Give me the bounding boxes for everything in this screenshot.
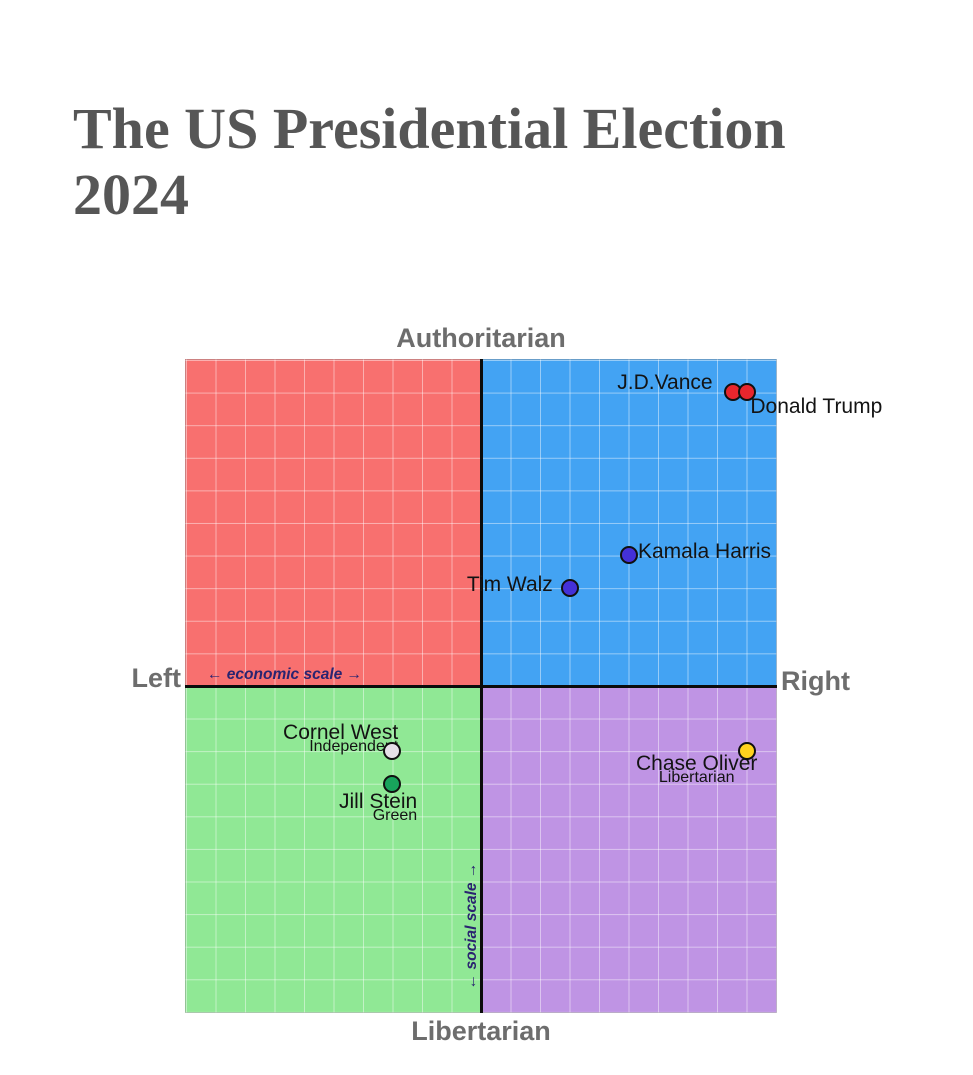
stein-name: Jill Stein bbox=[338, 790, 418, 814]
harris-name: Kamala Harris bbox=[638, 540, 772, 564]
stein-label: Jill Stein Green bbox=[339, 791, 417, 824]
trump-name: Donald Trump bbox=[750, 394, 883, 418]
west-dot bbox=[383, 742, 402, 761]
stein-party: Green bbox=[372, 807, 418, 825]
harris-label: Kamala Harris bbox=[638, 541, 771, 563]
vance-name: J.D.Vance bbox=[617, 370, 713, 394]
economic-axis-line bbox=[185, 684, 777, 688]
oliver-party: Libertarian bbox=[658, 769, 735, 787]
quadrant-libertarian-right bbox=[481, 686, 777, 1013]
walz-label: Tim Walz bbox=[466, 572, 553, 596]
harris-dot bbox=[620, 546, 638, 565]
axis-label-right: Right bbox=[781, 666, 850, 696]
west-name: Cornel West bbox=[283, 721, 399, 745]
walz-name: Tim Walz bbox=[466, 572, 553, 596]
stein-dot bbox=[383, 775, 402, 794]
axis-label-left: Left bbox=[131, 663, 182, 693]
axis-label-libertarian: Libertarian bbox=[411, 1016, 551, 1046]
data-points-layer: J.D.Vance Donald Trump Kamala Harris Tim Wa… bbox=[185, 359, 882, 1013]
quadrant-libertarian-left bbox=[185, 686, 481, 1013]
trump-dot bbox=[738, 382, 757, 401]
axis-label-authoritarian: Authoritarian bbox=[396, 323, 566, 353]
quadrant-authoritarian-right bbox=[481, 359, 777, 686]
walz-dot bbox=[560, 578, 579, 597]
oliver-name: Chase Oliver bbox=[636, 752, 758, 776]
west-label: Cornel West Independent bbox=[283, 722, 398, 755]
quadrant-authoritarian-left bbox=[185, 359, 481, 686]
oliver-dot bbox=[738, 742, 757, 761]
trump-label: Donald Trump bbox=[750, 394, 883, 418]
west-party: Independent bbox=[309, 738, 399, 756]
vance-label: J.D.Vance bbox=[617, 370, 713, 394]
page-title: The US Presidential Election 2024 bbox=[73, 96, 786, 228]
political-compass-chart: Authoritarian Libertarian Left Right ← e… bbox=[132, 323, 883, 1046]
economic-scale-caption: ← economic scale → bbox=[207, 666, 363, 683]
oliver-label: Chase Oliver Libertarian bbox=[636, 753, 757, 786]
